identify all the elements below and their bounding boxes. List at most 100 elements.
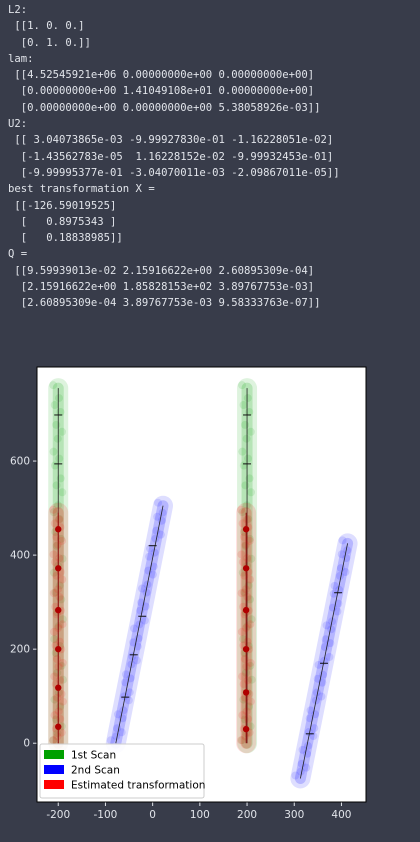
scan-point [52, 481, 61, 490]
scan-point [239, 635, 248, 644]
scan-point [49, 627, 58, 636]
scan-point [58, 620, 67, 629]
scan-point [52, 420, 61, 429]
scan-point [306, 706, 315, 715]
axes-frame [36, 366, 367, 803]
scan-point [53, 732, 62, 741]
scan-point [146, 544, 155, 553]
output-line: lam: [8, 52, 34, 65]
plot-layer [48, 378, 358, 789]
scan-point [138, 584, 147, 593]
scan-point [55, 515, 64, 524]
legend-frame [39, 743, 205, 799]
scan-point [336, 571, 345, 580]
scan-point [55, 637, 64, 646]
output-line: [2.60895309e-04 3.89767753e-03 9.5833376… [8, 297, 321, 310]
scan-point [106, 736, 115, 745]
scan-point [158, 508, 167, 517]
scan-point [51, 588, 60, 597]
scan-point [247, 615, 256, 624]
estimate-marker [242, 689, 250, 696]
scan-point [245, 536, 254, 545]
scan-point [50, 672, 59, 681]
scan-point [49, 505, 58, 514]
scan-point [129, 624, 138, 633]
scan-point [55, 554, 64, 563]
scan-point [54, 688, 63, 697]
scan-point [50, 401, 59, 410]
output-line: [[ 3.04073865e-03 -9.99927830e-01 -1.162… [8, 134, 334, 147]
scan-point [56, 534, 65, 543]
output-line: [ 0.8975343 ] [8, 215, 117, 228]
scan-point [246, 575, 255, 584]
scan-point [53, 540, 62, 549]
legend-swatch [44, 780, 64, 789]
scan-point [325, 652, 334, 661]
scan-point [238, 519, 247, 528]
scan-point [238, 381, 247, 390]
scan-point [153, 512, 162, 521]
output-line: [0.00000000e+00 1.41049108e+01 0.0000000… [8, 85, 315, 98]
scan-point [322, 621, 331, 630]
scan-point [239, 401, 248, 410]
scan-point [57, 661, 66, 670]
scan-point [241, 693, 250, 702]
legend-label: Estimated transformation [71, 780, 205, 792]
scan-point [52, 541, 61, 550]
scan-point [243, 394, 252, 403]
x-tick-label: -200 [46, 809, 70, 821]
estimate-marker [55, 723, 62, 730]
scan-point [58, 697, 67, 706]
output-line: [-1.43562783e-05 1.16228152e-02 -9.99932… [8, 150, 334, 163]
y-tick-label: 600 [10, 456, 30, 468]
scan-point [243, 554, 252, 563]
scan-point [238, 711, 247, 720]
scan-point [57, 536, 66, 545]
x-tick-label: 200 [237, 809, 257, 821]
estimate-marker [242, 645, 250, 653]
scan-point [247, 675, 256, 684]
scan-point [242, 515, 251, 524]
scan-point [245, 534, 254, 543]
legend-label: 1st Scan [71, 750, 116, 762]
y-tick-label: 0 [23, 738, 30, 750]
scan-point [50, 519, 59, 528]
scan-centerline [299, 543, 348, 779]
scan-point [317, 692, 326, 701]
scan-point [57, 689, 66, 698]
output-line: [ 0.18838985]] [8, 232, 123, 245]
scan-point [53, 693, 62, 702]
plot-output: -200 -100 0 100 200 300 400 0 200 400 600 1st Scan… [0, 360, 420, 838]
scan-point [58, 575, 67, 584]
scan-point [58, 615, 67, 624]
scan-point [154, 498, 163, 507]
scan-point [237, 627, 246, 636]
scan-point [239, 680, 248, 689]
scan-point [55, 581, 64, 590]
scan-point [121, 670, 130, 679]
output-line: U2: [8, 118, 28, 131]
scan-point [50, 461, 59, 470]
scan-point [148, 570, 157, 579]
scan-point [246, 658, 255, 667]
estimate-marker [55, 645, 62, 653]
scan-point [156, 530, 165, 539]
scan-point [312, 688, 321, 697]
scan-point [55, 592, 64, 601]
legend-swatch [44, 750, 64, 759]
scan-point [238, 736, 247, 745]
output-text: L2: [[1. 0. 0.] [0. 1. 0.]] lam: [[4.525… [0, 0, 420, 312]
scan-point [58, 675, 67, 684]
scan-point [240, 533, 249, 542]
scan-point [58, 488, 67, 497]
scan-point [303, 741, 312, 750]
scan-point [120, 692, 129, 701]
scan-point [151, 534, 160, 543]
legend: 1st Scan 2nd Scan Estimated transformation [39, 743, 205, 799]
scan-point [112, 732, 121, 741]
scan-point [335, 585, 344, 594]
scan-point [242, 434, 251, 443]
scan-point [53, 434, 62, 443]
scan-point [333, 607, 342, 616]
scan-point [241, 732, 250, 741]
